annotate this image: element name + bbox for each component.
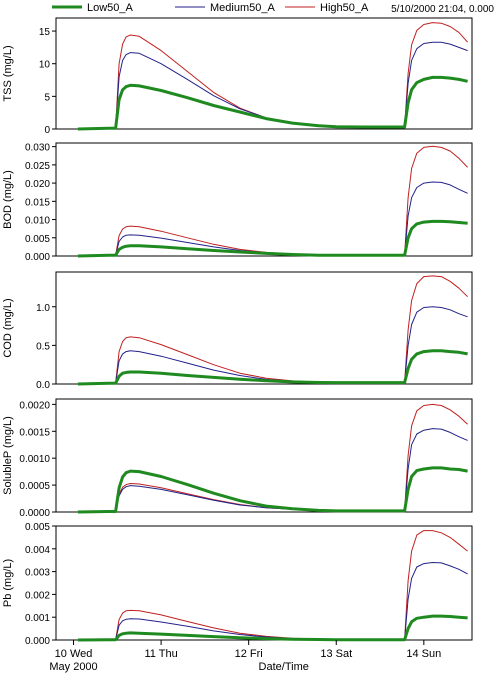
chart-panel: 0.000 0.001 0.002 0.003 0.004 0.005 Pb (mg/L) — [2, 522, 473, 647]
legend-item: Low50_A — [52, 2, 134, 14]
legend-item: Medium50_A — [175, 2, 275, 14]
x-axis: 10 Wed 11 Thu 12 Fri 13 Sat 14 Sun May 2000 Da… — [49, 640, 441, 673]
x-tick-label: 11 Thu — [144, 648, 177, 660]
series-line — [77, 614, 468, 642]
x-tick-label: 10 Wed — [55, 648, 93, 660]
y-tick-label: 0.0005 — [19, 481, 50, 492]
y-tick-label: 0.002 — [25, 590, 50, 601]
series-line — [77, 349, 468, 386]
series-line — [77, 75, 468, 131]
y-tick-label: 0.5 — [36, 341, 50, 352]
y-tick-label: 0.003 — [25, 568, 50, 579]
chart-panel: 0.000 0.005 0.010 0.015 0.020 0.025 0.030 BOD (… — [2, 142, 473, 263]
y-tick-label: 0.0000 — [19, 508, 50, 519]
chart-panel: 0.0 0.5 1.0 COD (mg/L) — [2, 271, 473, 391]
x-axis-sublabel: May 2000 — [49, 661, 97, 673]
x-tick-label: 13 Sat — [320, 648, 352, 660]
x-axis-label: Date/Time — [259, 661, 309, 673]
y-tick-label: 0.000 — [25, 252, 50, 263]
y-axis-label: BOD (mg/L) — [2, 170, 14, 229]
y-tick-label: 0.001 — [25, 613, 50, 624]
panel-frame — [55, 525, 473, 641]
panel-frame — [55, 142, 473, 257]
y-tick-label: 0.030 — [25, 143, 50, 154]
y-axis-label: Pb (mg/L) — [2, 559, 14, 607]
x-tick-label: 14 Sun — [406, 648, 441, 660]
y-tick-label: 0.0020 — [19, 400, 50, 411]
y-tick-label: 0.005 — [25, 234, 50, 245]
y-tick-label: 0.0010 — [19, 454, 50, 465]
y-tick-label: 0.010 — [25, 216, 50, 227]
legend-label: Medium50_A — [210, 2, 275, 14]
y-tick-label: 0.020 — [25, 179, 50, 190]
y-tick-label: 10 — [39, 60, 51, 71]
cursor-readout: 5/10/2000 21:04, 0.000 — [391, 4, 494, 15]
legend-label: Low50_A — [87, 2, 134, 14]
series-line — [77, 466, 468, 514]
y-tick-label: 0.000 — [25, 636, 50, 647]
y-axis-label: SolubleP (mg/L) — [2, 416, 14, 495]
legend-item: High50_A — [285, 2, 369, 14]
chart-panel: 0.0000 0.0005 0.0010 0.0015 0.0020 SolubleP (… — [2, 398, 473, 519]
y-tick-label: 15 — [39, 27, 51, 38]
panel-frame — [55, 398, 473, 513]
y-axis-label: COD (mg/L) — [2, 298, 14, 357]
y-tick-label: 0.025 — [25, 161, 50, 172]
y-tick-label: 0 — [44, 125, 50, 136]
panels: 0 5 10 15 TSS (mg/L) 0.000 0.005 0.010 0.015 0.02… — [2, 17, 473, 647]
y-tick-label: 0.015 — [25, 197, 50, 208]
y-tick-label: 5 — [44, 92, 50, 103]
panel-frame — [55, 17, 473, 130]
y-axis-label: TSS (mg/L) — [2, 45, 14, 101]
legend: Low50_A Medium50_A High50_A — [52, 2, 369, 14]
y-tick-label: 1.0 — [36, 303, 50, 314]
y-tick-label: 0.0 — [36, 380, 50, 391]
y-tick-label: 0.0015 — [19, 427, 50, 438]
x-tick-label: 12 Fri — [235, 648, 263, 660]
y-tick-label: 0.005 — [25, 522, 50, 533]
legend-label: High50_A — [320, 2, 369, 14]
y-tick-label: 0.004 — [25, 545, 50, 556]
chart-panel: 0 5 10 15 TSS (mg/L) — [2, 17, 473, 136]
panel-frame — [55, 271, 473, 385]
series-line — [77, 219, 468, 258]
